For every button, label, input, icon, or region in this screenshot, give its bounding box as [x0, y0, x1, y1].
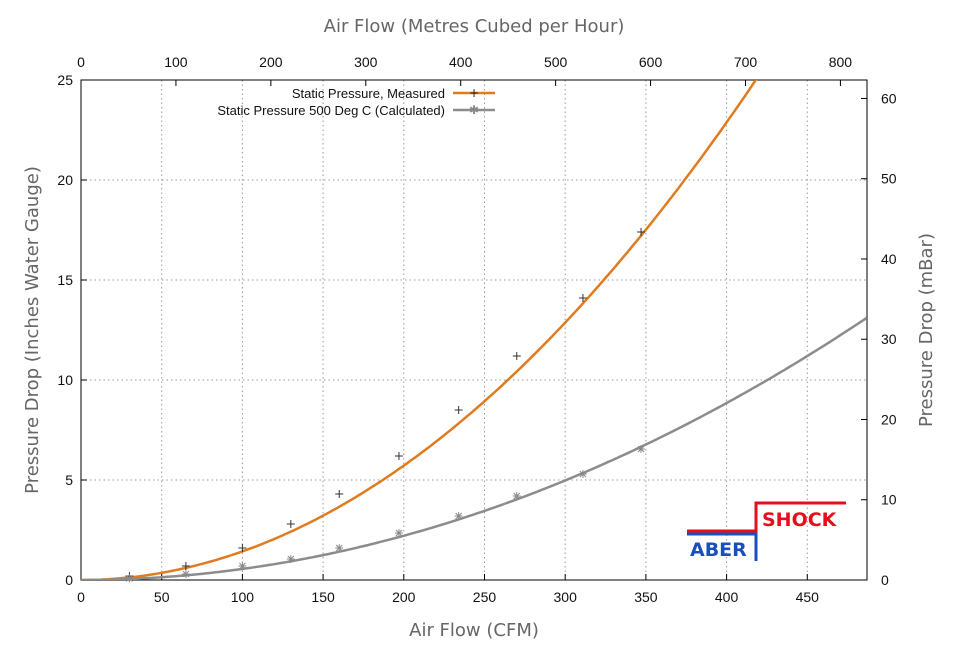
data-point-1: [637, 445, 646, 453]
data-point-0: [286, 520, 295, 528]
data-point-0: [181, 562, 190, 570]
data-point-0: [394, 452, 403, 460]
x-tick-label: 450: [796, 589, 820, 605]
grid-lines: [81, 80, 867, 580]
x-tick-label: 200: [392, 589, 416, 605]
data-point-1: [125, 574, 134, 583]
series-line-1: [81, 316, 867, 580]
point-mark: [513, 492, 521, 500]
x2-tick-label: 500: [544, 54, 568, 70]
legend: Static Pressure, Measured + Static Press…: [217, 86, 495, 118]
x-tick-label: 100: [231, 589, 255, 605]
x-tick-label: 150: [311, 589, 335, 605]
x2-tick-label: 400: [449, 54, 473, 70]
y-tick-label: 10: [57, 372, 73, 388]
point-mark: [335, 544, 343, 552]
point-mark: [395, 529, 403, 537]
x2-tick-label: 800: [829, 54, 853, 70]
data-point-1: [238, 562, 247, 570]
x-axis-title: Air Flow (CFM): [409, 620, 539, 641]
x-tick-label: 50: [154, 589, 170, 605]
point-mark: [182, 570, 190, 578]
logo-red-line: [687, 501, 846, 533]
data-point-0: [512, 352, 521, 360]
y-tick-label: 15: [57, 272, 73, 288]
y2-tick-label: 20: [881, 411, 897, 427]
abershock-logo: SHOCK ABER: [687, 501, 846, 561]
x-tick-label: 400: [715, 589, 739, 605]
y2-tick-label: 0: [881, 572, 889, 588]
data-point-0: [335, 490, 344, 498]
point-mark: [239, 562, 246, 570]
point-mark: [637, 445, 645, 453]
data-point-0: [578, 294, 587, 302]
point-mark: [287, 555, 295, 563]
y2-tick-label: 30: [881, 331, 897, 347]
data-point-1: [454, 512, 463, 520]
x-tick-label: 0: [77, 589, 85, 605]
x2-tick-label: 600: [639, 54, 663, 70]
y-tick-label: 25: [57, 72, 73, 88]
x2-tick-label: 300: [354, 54, 378, 70]
x2-tick-label: 200: [259, 54, 283, 70]
data-point-1: [286, 555, 295, 563]
x-tick-label: 350: [634, 589, 658, 605]
y2-tick-label: 40: [881, 251, 897, 267]
y-tick-label: 20: [57, 172, 73, 188]
data-point-1: [512, 492, 521, 500]
plot-frame: [80, 79, 868, 581]
x2-tick-label: 0: [77, 54, 85, 70]
y2-tick-label: 60: [881, 90, 897, 106]
x2-tick-label: 100: [164, 54, 188, 70]
data-point-0: [637, 228, 646, 236]
legend-marker-calculated: ✱: [469, 103, 479, 117]
data-point-1: [335, 544, 344, 552]
x2-tick-label: 700: [734, 54, 758, 70]
x-tick-label: 250: [473, 589, 497, 605]
series-line-0: [81, 80, 758, 580]
data-point-0: [454, 406, 463, 414]
y2-tick-label: 10: [881, 492, 897, 508]
logo-word-aber: ABER: [690, 539, 747, 561]
y-tick-label: 0: [65, 572, 73, 588]
point-mark: [579, 470, 587, 478]
x-tick-label: 300: [554, 589, 578, 605]
data-point-0: [238, 544, 247, 552]
legend-label-measured: Static Pressure, Measured: [292, 86, 445, 101]
legend-label-calculated: Static Pressure 500 Deg C (Calculated): [217, 103, 445, 118]
x2-axis-title: Air Flow (Metres Cubed per Hour): [324, 16, 625, 37]
data-point-1: [394, 529, 403, 537]
series-layer: [81, 80, 867, 583]
logo-word-shock: SHOCK: [762, 509, 838, 531]
data-point-1: [181, 570, 190, 578]
point-mark: [126, 575, 133, 582]
y2-axis-title: Pressure Drop (mBar): [916, 233, 937, 427]
data-point-1: [578, 470, 587, 478]
y-axis-title: Pressure Drop (Inches Water Gauge): [22, 166, 43, 494]
logo-blue-line: [687, 532, 758, 561]
y-tick-label: 5: [65, 472, 73, 488]
y2-tick-label: 50: [881, 171, 897, 187]
legend-marker-measured: +: [469, 86, 479, 100]
point-mark: [455, 512, 463, 520]
